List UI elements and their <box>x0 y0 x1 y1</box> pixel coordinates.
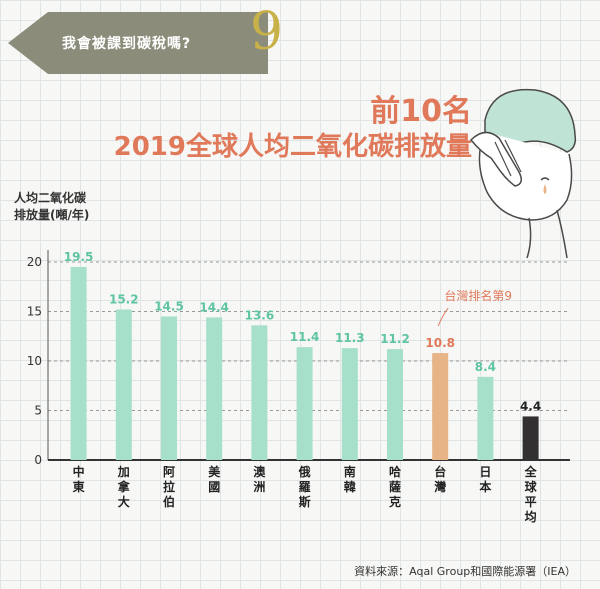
header-number: 9 <box>250 2 284 62</box>
category-label: 阿拉伯 <box>163 465 175 509</box>
y-tick-label: 15 <box>27 305 42 319</box>
value-label: 8.4 <box>475 360 496 374</box>
face-palm-illustration <box>469 88 577 259</box>
value-label: 4.4 <box>520 399 541 413</box>
category-label: 中東 <box>73 464 85 494</box>
bar <box>296 347 313 460</box>
category-label: 加拿大 <box>117 464 131 509</box>
annotation-leader <box>437 307 449 327</box>
value-label: 11.3 <box>335 331 365 345</box>
category-label: 台灣 <box>434 464 446 494</box>
source-note: 資料來源：Aqal Group和國際能源署（IEA） <box>354 565 576 578</box>
value-label: 15.2 <box>109 293 139 307</box>
y-tick-label: 10 <box>27 354 42 368</box>
value-label: 14.4 <box>199 300 229 314</box>
category-label: 日本 <box>479 465 491 494</box>
value-label: 13.6 <box>245 308 275 322</box>
bar <box>387 349 403 460</box>
value-label: 19.5 <box>64 250 94 264</box>
category-label: 美國 <box>208 464 221 494</box>
value-label: 11.2 <box>380 332 410 346</box>
bar <box>70 266 87 460</box>
header-banner-tail <box>8 12 48 74</box>
y-axis-unit-label: 人均二氧化碳 排放量(噸/年) <box>14 191 90 222</box>
category-label: 南韓 <box>344 464 356 494</box>
value-label: 11.4 <box>290 330 320 344</box>
annotation-label: 台灣排名第9 <box>444 288 512 303</box>
header-banner <box>48 12 268 74</box>
title-line1: 前10名 <box>370 94 472 129</box>
bar <box>432 353 449 460</box>
category-label: 哈薩克 <box>389 464 401 509</box>
category-label: 俄羅斯 <box>298 464 311 509</box>
y-tick-label: 5 <box>34 404 42 418</box>
bar <box>115 309 132 460</box>
title-line2: 2019全球人均二氧化碳排放量 <box>113 132 472 162</box>
bar <box>251 325 268 460</box>
value-label: 14.5 <box>154 299 184 313</box>
bar <box>206 317 223 460</box>
category-label: 全球平均 <box>524 464 538 524</box>
y-tick-label: 0 <box>34 453 42 467</box>
bar <box>341 348 358 460</box>
bar <box>161 316 177 460</box>
header-question: 我會被課到碳稅嗎? <box>62 36 192 52</box>
bar <box>477 376 494 460</box>
bar <box>522 416 539 460</box>
value-label: 10.8 <box>425 336 455 350</box>
category-label: 澳洲 <box>253 464 266 494</box>
y-tick-label: 20 <box>27 255 42 269</box>
